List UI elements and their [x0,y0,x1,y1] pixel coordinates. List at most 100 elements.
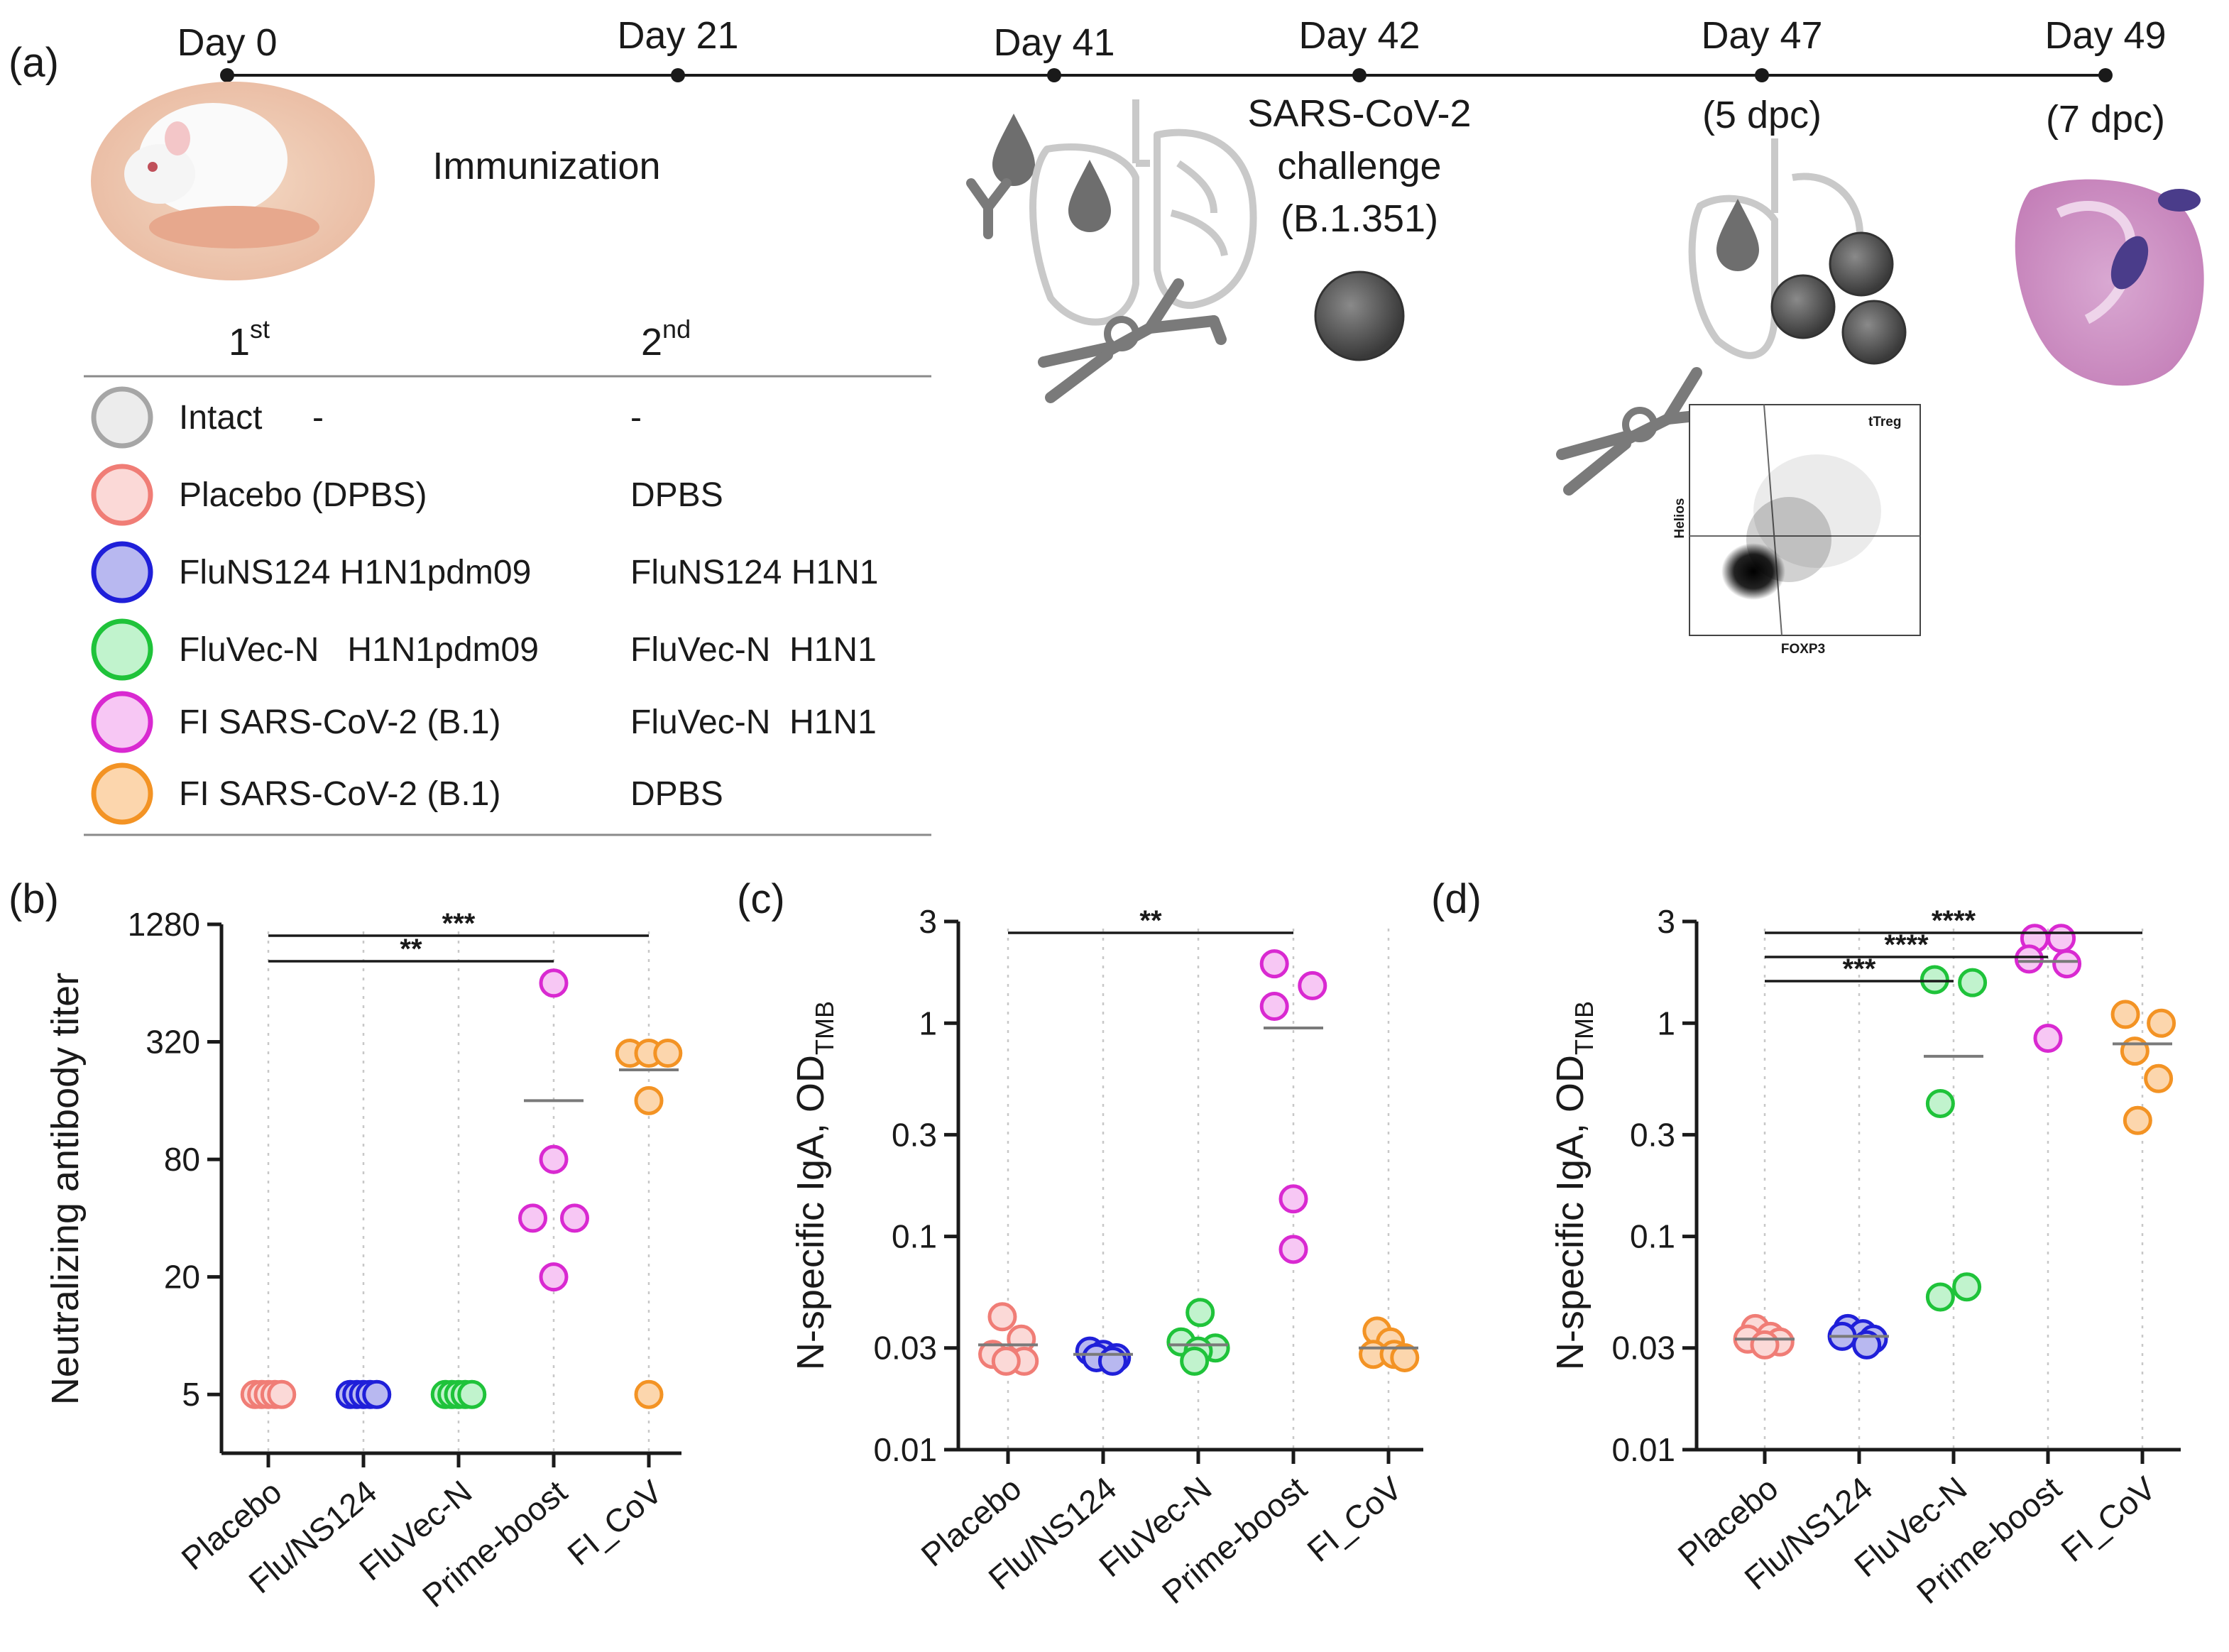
challenge-line-2: challenge [1277,145,1441,187]
data-point [653,1039,683,1068]
legend-marker-prime [91,691,153,753]
data-point [1750,1330,1780,1360]
svg-text:2nd: 2nd [641,314,691,363]
timeline-dot-day42 [1352,68,1367,82]
svg-text:1st: 1st [229,314,270,363]
legend-label-intact: Intact [179,399,262,437]
data-point [1298,970,1327,1000]
y-tick-label: 20 [164,1259,200,1296]
data-point [518,1203,548,1233]
legend-label-prime: FI SARS-CoV-2 (B.1) [179,704,500,741]
significance-label: *** [1843,953,1876,985]
legend-marker-placebo [91,464,153,526]
virus-icon-3 [1770,274,1836,339]
data-point [362,1379,392,1409]
y-tick-label: 320 [146,1024,200,1061]
data-point [559,1203,589,1233]
data-point [457,1379,487,1409]
virus-icon-4 [1841,300,1907,365]
y-tick-label: 0.3 [1630,1116,1675,1153]
lung-icon [1029,99,1257,326]
significance-label: *** [442,908,476,939]
y-tick-label: 0.01 [873,1431,937,1468]
antibody-icon [966,178,1012,239]
flow-cytometry-plot: tTreg FOXP3 Helios [1672,404,1921,657]
panel-label-a: (a) [9,40,59,86]
legend-label-placebo: Placebo (DPBS) [179,476,427,514]
data-point [1952,1272,1982,1302]
y-tick-label: 0.1 [1630,1218,1675,1255]
dose-header-second: 2nd [641,314,691,363]
y-tick-label: 3 [1657,903,1675,940]
data-point [1278,1184,1308,1214]
y-tick-label: 3 [919,903,937,940]
virus-icon-2 [1829,231,1894,297]
data-point [2144,1063,2174,1093]
panel-label-d: (d) [1431,876,1482,922]
day-label-47: Day 47 [1701,14,1822,57]
timeline-dot-day47 [1755,68,1769,82]
legend-row-flu: FluNS124 H1N1pdm09 FluNS124 H1N1 [91,541,879,603]
data-point [1925,1088,1955,1118]
x-tick-label: FI_CoV [1300,1470,1409,1569]
data-point [267,1379,297,1409]
legend-marker-fi [91,762,153,825]
flow-y-label: Helios [1672,498,1687,538]
data-point [634,1085,664,1115]
dose-header-first: 1st [229,314,270,363]
data-point [2120,1036,2149,1066]
day-label-42: Day 42 [1298,14,1420,57]
chart-iga-before-challenge: 0.010.030.10.313PlaceboFlu/NS124FluVec-N… [789,903,1423,1611]
data-point [2047,924,2076,953]
day-label-0: Day 0 [177,21,277,64]
data-point [1852,1330,1882,1360]
data-point [539,1262,569,1292]
chart-neutralizing-titer: 520803201280PlaceboFlu/NS124FluVec-NPrim… [44,906,683,1614]
y-tick-label: 0.01 [1611,1431,1675,1468]
legend-row-intact: Intact - - [91,386,642,449]
data-point [1390,1342,1420,1372]
significance-label: ** [1139,905,1162,936]
legend-second-fi: DPBS [630,775,723,813]
timeline-dot-day0 [220,68,234,82]
legend-row-fluvec: FluVec-N H1N1pdm09 FluVec-N H1N1 [91,618,877,681]
legend-label-flu: FluNS124 H1N1pdm09 [179,554,531,591]
data-point [1919,965,1949,995]
legend-row-prime: FI SARS-CoV-2 (B.1) FluVec-N H1N1 [91,691,877,753]
y-axis-label: N-specific IgA, ODTMB [789,1001,839,1370]
data-point [1259,949,1289,979]
legend-second-prime: FluVec-N H1N1 [630,704,877,741]
blood-drop-icon-3 [1716,199,1759,271]
timeline-dot-day41 [1047,68,1061,82]
chart-iga-after-challenge: 0.010.030.10.313PlaceboFlu/NS124FluVec-N… [1549,903,2181,1611]
legend-second-intact: - [630,399,642,437]
legend-label-fi: FI SARS-CoV-2 (B.1) [179,775,500,813]
day-label-49: Day 49 [2044,14,2166,57]
panel-label-b: (b) [9,876,59,922]
blood-drop-icon [992,114,1035,186]
timeline-dot-day49 [2098,68,2113,82]
data-point [634,1379,664,1409]
panel-label-c: (c) [737,876,785,922]
y-tick-label: 1 [919,1005,937,1041]
challenge-line-3: (B.1.351) [1281,197,1438,240]
y-axis-label: Neutralizing antibody titer [44,973,87,1405]
data-point [2123,1105,2152,1135]
challenge-line-1: SARS-CoV-2 [1247,92,1471,135]
x-tick-label: FI_CoV [561,1473,669,1572]
data-point [2014,944,2044,974]
legend-marker-intact [91,386,153,449]
legend-row-fi: FI SARS-CoV-2 (B.1) DPBS [91,762,723,825]
y-axis-label: N-specific IgA, ODTMB [1549,1001,1599,1370]
data-point [2052,949,2082,979]
y-tick-label: 0.03 [1611,1330,1675,1367]
flow-x-label: FOXP3 [1781,642,1825,657]
y-tick-label: 5 [182,1376,200,1413]
flow-gate-label: tTreg [1868,415,1901,430]
data-point [991,1346,1021,1376]
legend-first-intact: - [312,399,324,437]
timeline-dot-day21 [671,68,685,82]
y-tick-label: 0.3 [892,1116,937,1153]
data-point [2110,1000,2140,1029]
